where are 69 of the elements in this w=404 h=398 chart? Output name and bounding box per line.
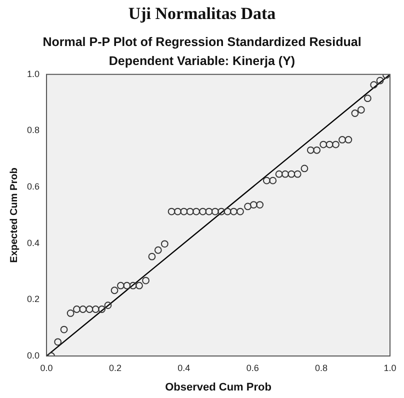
point — [54, 338, 62, 346]
point — [110, 286, 118, 294]
x-tick-label: 1.0 — [384, 362, 396, 373]
point — [344, 136, 352, 144]
point — [364, 94, 372, 102]
point — [269, 176, 277, 184]
point — [192, 208, 200, 216]
point — [332, 140, 340, 148]
y-tick-label: 0.2 — [26, 294, 40, 304]
point — [104, 302, 112, 310]
point — [250, 201, 258, 208]
point — [148, 252, 156, 260]
point — [370, 81, 378, 89]
point — [320, 140, 328, 148]
point — [154, 246, 162, 254]
point — [236, 208, 244, 216]
point — [376, 76, 384, 84]
point — [92, 306, 100, 313]
point — [160, 240, 168, 248]
point — [117, 282, 124, 290]
point — [224, 208, 232, 216]
chart-title: Uji Normalitas Data — [127, 4, 277, 24]
point — [218, 208, 226, 216]
point — [351, 110, 359, 117]
y-axis-title: Expected Cum Prob — [8, 168, 20, 263]
point — [211, 208, 219, 216]
point — [174, 208, 182, 216]
point — [129, 282, 137, 290]
point — [244, 202, 252, 210]
x-tick-label: 0.2 — [108, 362, 122, 373]
x-tick-label: 0.8 — [315, 362, 328, 373]
y-tick-label: 0.4 — [26, 238, 40, 248]
point — [326, 140, 334, 148]
chart-subtitle: Normal P-P Plot of Regression Standardized Residual — [42, 35, 362, 49]
point — [142, 276, 150, 284]
point — [230, 208, 238, 216]
point — [186, 208, 194, 216]
point — [262, 176, 270, 184]
point — [313, 146, 321, 154]
x-tick-label: 0.4 — [178, 362, 190, 373]
point — [180, 208, 188, 216]
point — [86, 306, 94, 313]
point — [306, 146, 314, 154]
x-axis-title: Observed Cum Prob — [165, 381, 272, 394]
point — [357, 106, 365, 114]
y-tick-label: 0.0 — [26, 350, 40, 360]
point — [123, 282, 131, 290]
point — [66, 309, 74, 317]
point — [256, 201, 264, 208]
y-tick-label: 0.8 — [26, 125, 40, 136]
point — [98, 306, 106, 313]
point — [275, 170, 283, 178]
point — [73, 306, 80, 313]
point — [300, 164, 308, 172]
point — [136, 282, 143, 290]
point — [168, 208, 176, 216]
point — [60, 326, 68, 334]
point — [288, 170, 296, 178]
point — [205, 208, 213, 216]
y-tick-label: 1.0 — [26, 68, 40, 79]
point — [282, 170, 289, 178]
point — [294, 170, 302, 178]
point — [79, 306, 87, 313]
point — [338, 136, 346, 144]
x-tick-label: 0.0 — [40, 362, 53, 373]
x-tick-label: 0.6 — [246, 362, 259, 373]
point — [199, 208, 206, 216]
y-tick-label: 0.6 — [26, 182, 40, 192]
text: Dependent Variable: Kinerja (Y) — [108, 54, 296, 68]
